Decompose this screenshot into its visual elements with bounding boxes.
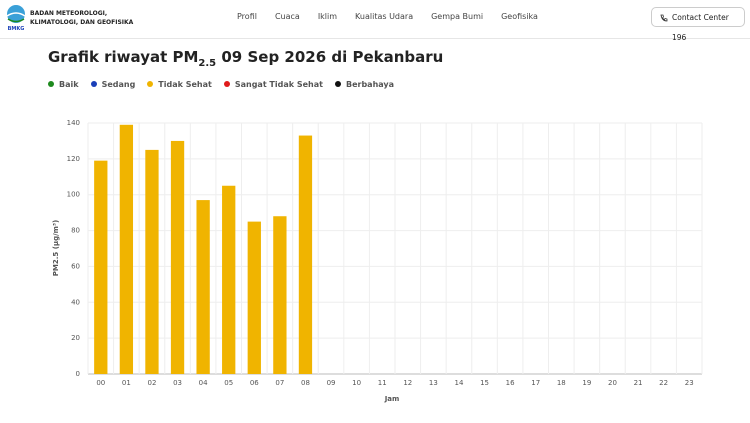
nav-link[interactable]: Geofisika bbox=[501, 12, 538, 21]
bar bbox=[273, 216, 287, 374]
legend-dot bbox=[90, 81, 97, 87]
x-axis-label: Jam bbox=[384, 395, 400, 403]
x-tick-label: 08 bbox=[301, 379, 310, 387]
legend-dot bbox=[223, 81, 230, 87]
legend-text: Sangat Tidak Sehat bbox=[234, 80, 323, 89]
x-tick-label: 14 bbox=[454, 379, 463, 387]
y-tick-label: 120 bbox=[67, 155, 80, 163]
nav: Profil Cuaca Iklim Kualitas Udara Gempa Bumi… bbox=[237, 12, 556, 21]
x-tick-label: 19 bbox=[582, 379, 591, 387]
bar bbox=[196, 200, 210, 374]
x-tick-label: 18 bbox=[557, 379, 566, 387]
x-tick-label: 03 bbox=[173, 379, 182, 387]
x-tick-label: 06 bbox=[250, 379, 259, 387]
y-tick-label: 60 bbox=[71, 262, 80, 270]
x-tick-label: 09 bbox=[327, 379, 336, 387]
y-tick-label: 0 bbox=[76, 370, 80, 378]
legend-text: Berbahaya bbox=[345, 80, 395, 89]
x-tick-label: 20 bbox=[608, 379, 617, 387]
x-tick-label: 12 bbox=[403, 379, 412, 387]
nav-link[interactable]: Kualitas Udara bbox=[355, 12, 414, 21]
x-tick-label: 01 bbox=[122, 379, 131, 387]
x-tick-label: 02 bbox=[147, 379, 156, 387]
contact-text: Contact Center 196 bbox=[672, 13, 729, 42]
contact-button[interactable]: Contact Center 196 bbox=[651, 7, 745, 42]
x-tick-label: 23 bbox=[685, 379, 694, 387]
legend-item[interactable]: Tidak Sehat bbox=[147, 80, 212, 89]
bar bbox=[298, 135, 313, 374]
x-tick-label: 22 bbox=[659, 379, 668, 387]
org-line: BADAN METEOROLOGI, bbox=[30, 10, 108, 17]
y-tick-label: 20 bbox=[71, 334, 80, 342]
legend-text: Tidak Sehat bbox=[158, 80, 212, 89]
x-tick-label: 07 bbox=[275, 379, 284, 387]
title-part: Grafik riwayat PM bbox=[48, 48, 199, 66]
legend-dot bbox=[147, 81, 154, 87]
legend-text: Baik bbox=[59, 80, 79, 89]
x-tick-label: 11 bbox=[378, 379, 387, 387]
y-tick-label: 100 bbox=[67, 191, 80, 199]
title-sub: 2.5 bbox=[198, 58, 217, 69]
legend-item[interactable]: Baik bbox=[48, 80, 79, 89]
legend-dot bbox=[48, 81, 54, 87]
x-tick-label: 05 bbox=[224, 379, 233, 387]
legend-item[interactable]: Berbahaya bbox=[334, 80, 395, 89]
x-tick-label: 00 bbox=[96, 379, 105, 387]
legend-text: Sedang bbox=[101, 80, 136, 89]
nav-link[interactable]: Gempa Bumi bbox=[431, 12, 484, 21]
nav-link[interactable]: Cuaca bbox=[274, 12, 300, 21]
x-tick-label: 13 bbox=[429, 379, 438, 387]
x-tick-label: 10 bbox=[352, 379, 361, 387]
y-tick-label: 80 bbox=[71, 227, 80, 235]
legend: Baik Sedang Tidak Sehat Sangat Tidak Sehat B… bbox=[48, 80, 406, 89]
x-tick-label: 17 bbox=[531, 379, 540, 387]
title-part: 09 Sep 2026 di Pekanbaru bbox=[221, 48, 444, 66]
chart-title: Grafik riwayat PM2.5 09 Sep 2026 di Peka… bbox=[48, 48, 443, 69]
phone-icon bbox=[660, 14, 668, 22]
bar bbox=[145, 149, 159, 374]
nav-link[interactable]: Iklim bbox=[317, 12, 338, 21]
bar bbox=[247, 221, 261, 374]
bar bbox=[170, 140, 185, 374]
x-tick-label: 04 bbox=[199, 379, 208, 387]
bar bbox=[119, 124, 134, 375]
header: BMKG BADAN METEOROLOGI, KLIMATOLOGI, DAN… bbox=[0, 0, 750, 42]
nav-link[interactable]: Profil bbox=[237, 12, 257, 21]
org-name: BADAN METEOROLOGI, KLIMATOLOGI, DAN GEOF… bbox=[30, 9, 133, 27]
legend-item[interactable]: Sedang bbox=[90, 80, 136, 89]
x-tick-label: 16 bbox=[506, 379, 515, 387]
y-axis-label: PM2.5 (µg/m³) bbox=[52, 220, 60, 276]
logo-text: BMKG bbox=[8, 26, 25, 32]
bar bbox=[94, 160, 108, 374]
y-tick-label: 40 bbox=[71, 298, 80, 306]
legend-item[interactable]: Sangat Tidak Sehat bbox=[223, 80, 323, 89]
bar bbox=[222, 185, 236, 374]
logo[interactable]: BMKG bbox=[5, 4, 27, 32]
y-tick-label: 140 bbox=[67, 119, 80, 127]
legend-dot bbox=[334, 81, 341, 87]
x-tick-label: 21 bbox=[634, 379, 643, 387]
x-tick-label: 15 bbox=[480, 379, 489, 387]
org-line: KLIMATOLOGI, DAN GEOFISIKA bbox=[30, 19, 134, 26]
